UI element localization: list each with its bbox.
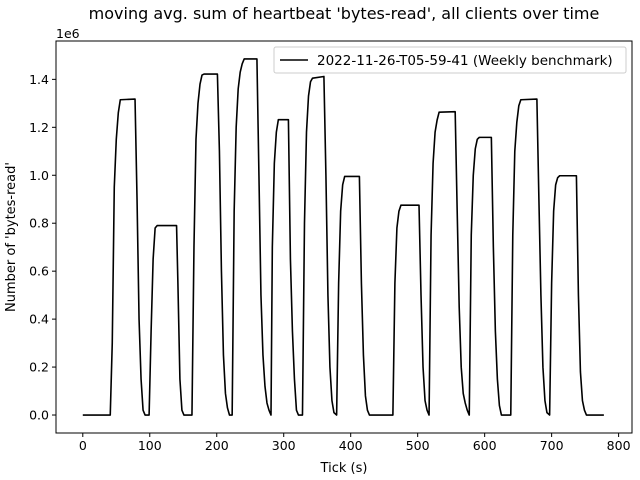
legend: 2022-11-26-T05-59-41 (Weekly benchmark) [273, 46, 627, 74]
x-tick-label: 600 [473, 438, 497, 453]
y-tick-label: 1.2 [29, 120, 49, 135]
y-axis-offset-label: 1e6 [56, 26, 80, 41]
y-tick-label: 0.6 [29, 264, 49, 279]
x-tick-label: 400 [339, 438, 363, 453]
y-axis-label: Number of 'bytes-read' [4, 162, 19, 312]
chart-title: moving avg. sum of heartbeat 'bytes-read… [89, 4, 600, 23]
x-tick-label: 300 [272, 438, 296, 453]
x-tick-label: 800 [607, 438, 631, 453]
x-tick-label: 100 [138, 438, 162, 453]
y-tick-label: 0.2 [29, 360, 49, 375]
x-tick-label: 200 [205, 438, 229, 453]
y-tick-label: 0.8 [29, 216, 49, 231]
y-tick-label: 1.0 [29, 168, 49, 183]
plot-area [55, 40, 633, 434]
series-group [82, 58, 604, 416]
plot-frame [55, 40, 633, 434]
x-tick-label: 0 [79, 438, 87, 453]
x-axis-label: Tick (s) [320, 461, 368, 476]
x-tick-label: 500 [406, 438, 430, 453]
legend-entry-label: 2022-11-26-T05-59-41 (Weekly benchmark) [317, 53, 613, 69]
y-tick-label: 1.4 [29, 72, 49, 87]
y-tick-label: 0.4 [29, 312, 49, 327]
series-line [82, 58, 604, 416]
y-axis: 0.0 0.2 0.4 0.6 0.8 1.0 1.2 1.4 [29, 72, 56, 423]
x-axis: 0 100 200 300 400 500 600 700 800 [79, 433, 631, 453]
y-tick-label: 0.0 [29, 408, 49, 423]
legend-box [273, 46, 627, 74]
x-tick-label: 700 [540, 438, 564, 453]
